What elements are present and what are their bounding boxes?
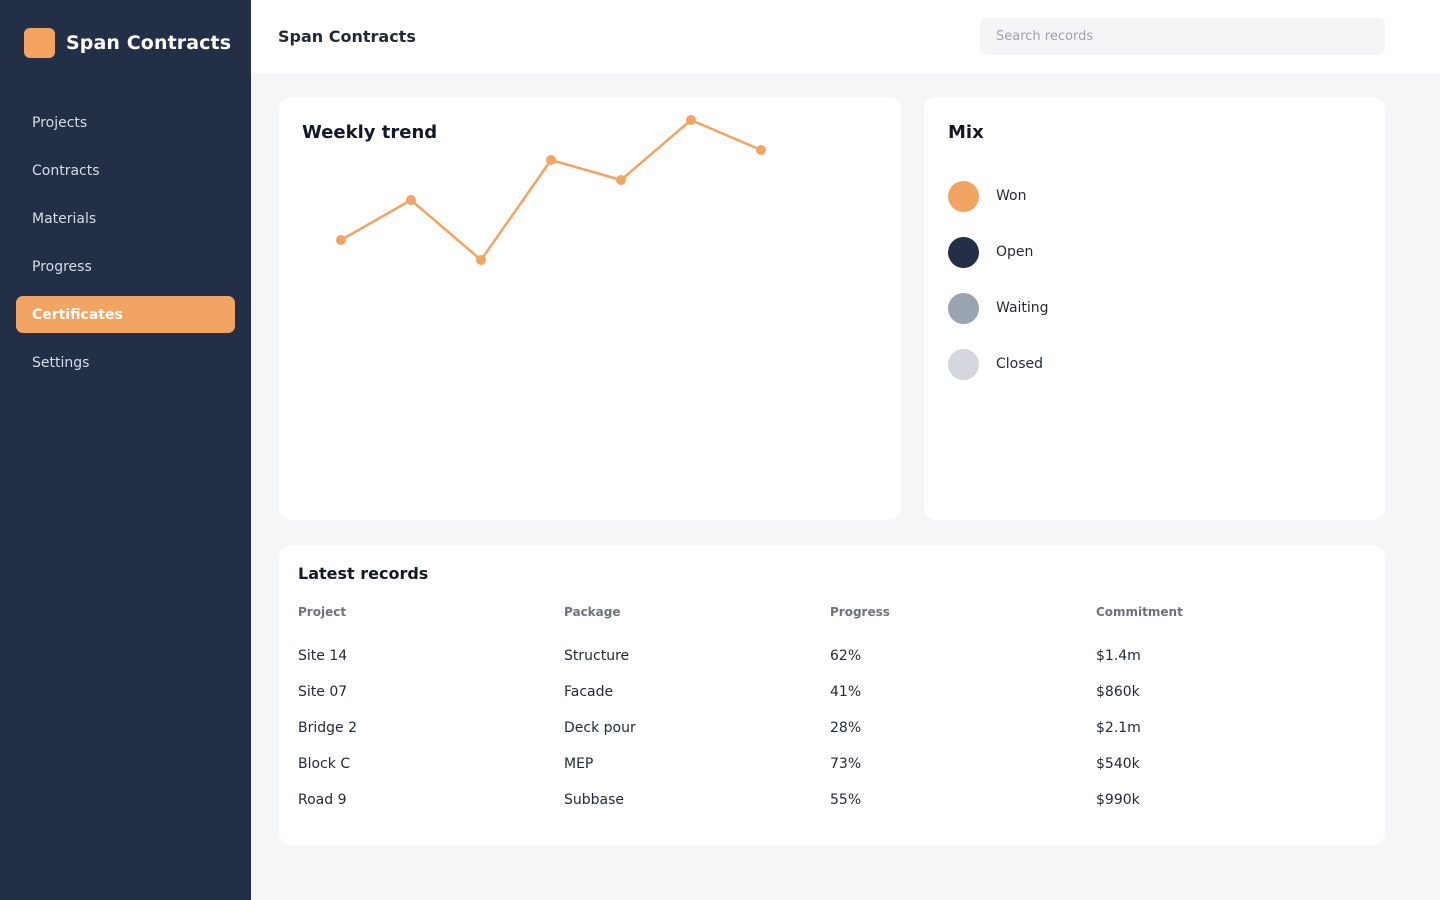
closed-dot-icon bbox=[948, 348, 979, 380]
sidebar-item-settings[interactable]: Settings bbox=[32, 354, 90, 371]
cell-package: MEP bbox=[564, 756, 594, 772]
weekly-trend-chart bbox=[336, 115, 766, 265]
cell-package: Structure bbox=[564, 648, 630, 664]
cell-progress: 28% bbox=[830, 720, 862, 736]
mix-card: Mix Won Open Waiting Closed bbox=[924, 97, 1385, 520]
table-row[interactable]: Site 14 Structure 62% $1.4m bbox=[298, 638, 1362, 674]
cell-progress: 73% bbox=[830, 756, 862, 772]
sidebar-item-certificates[interactable]: Certificates bbox=[16, 296, 235, 333]
cell-project: Block C bbox=[298, 756, 351, 772]
brand-name: Span Contracts bbox=[66, 32, 232, 54]
trend-point bbox=[336, 235, 346, 245]
cell-package: Facade bbox=[564, 684, 614, 700]
waiting-dot-icon bbox=[948, 292, 979, 324]
cell-commitment: $990k bbox=[1096, 792, 1140, 808]
cell-project: Site 07 bbox=[298, 684, 348, 700]
column-header-commitment[interactable]: Commitment bbox=[1096, 605, 1183, 619]
records-table: Project Package Progress Commitment Site… bbox=[298, 605, 1362, 818]
won-dot-icon bbox=[948, 180, 979, 212]
table-header: Project Package Progress Commitment bbox=[298, 605, 1362, 619]
cell-project: Road 9 bbox=[298, 792, 347, 808]
brand[interactable]: Span Contracts bbox=[24, 28, 231, 58]
mix-label-waiting: Waiting bbox=[996, 300, 1049, 316]
sidebar: Span Contracts Projects Contracts Materi… bbox=[0, 0, 251, 900]
table-row[interactable]: Road 9 Subbase 55% $990k bbox=[298, 782, 1362, 818]
mix-item-waiting: Waiting bbox=[948, 292, 1049, 324]
mix-legend: Won Open Waiting Closed bbox=[948, 180, 1049, 404]
weekly-trend-title: Weekly trend bbox=[302, 122, 438, 143]
table-row[interactable]: Block C MEP 73% $540k bbox=[298, 746, 1362, 782]
search-input[interactable] bbox=[980, 18, 1385, 55]
cell-package: Subbase bbox=[564, 792, 625, 808]
cell-progress: 62% bbox=[830, 648, 862, 664]
mix-title: Mix bbox=[948, 122, 984, 143]
sidebar-item-projects[interactable]: Projects bbox=[32, 114, 88, 131]
table-row[interactable]: Bridge 2 Deck pour 28% $2.1m bbox=[298, 710, 1362, 746]
page-title: Span Contracts bbox=[278, 27, 416, 46]
trend-point bbox=[686, 115, 696, 125]
trend-point bbox=[616, 175, 626, 185]
open-dot-icon bbox=[948, 236, 979, 268]
trend-point bbox=[476, 255, 486, 265]
mix-item-open: Open bbox=[948, 236, 1049, 268]
latest-records-title: Latest records bbox=[298, 564, 429, 583]
cell-project: Bridge 2 bbox=[298, 720, 357, 736]
cell-package: Deck pour bbox=[564, 720, 636, 736]
column-header-package[interactable]: Package bbox=[564, 605, 621, 619]
sidebar-item-progress[interactable]: Progress bbox=[32, 258, 92, 275]
mix-label-won: Won bbox=[996, 188, 1027, 204]
cell-progress: 41% bbox=[830, 684, 862, 700]
sidebar-item-contracts[interactable]: Contracts bbox=[32, 162, 100, 179]
topbar: Span Contracts bbox=[251, 0, 1440, 73]
mix-label-closed: Closed bbox=[996, 356, 1044, 372]
cell-commitment: $860k bbox=[1096, 684, 1140, 700]
weekly-trend-card: Weekly trend bbox=[279, 97, 901, 520]
cell-commitment: $1.4m bbox=[1096, 648, 1141, 664]
cell-progress: 55% bbox=[830, 792, 862, 808]
mix-label-open: Open bbox=[996, 244, 1034, 260]
trend-point bbox=[406, 195, 416, 205]
trend-point bbox=[756, 145, 766, 155]
cell-project: Site 14 bbox=[298, 648, 348, 664]
column-header-progress[interactable]: Progress bbox=[830, 605, 890, 619]
sidebar-item-materials[interactable]: Materials bbox=[32, 210, 97, 227]
table-row[interactable]: Site 07 Facade 41% $860k bbox=[298, 674, 1362, 710]
column-header-project[interactable]: Project bbox=[298, 605, 347, 619]
brand-logo-icon bbox=[24, 28, 55, 58]
mix-item-closed: Closed bbox=[948, 348, 1049, 380]
trend-point bbox=[546, 155, 556, 165]
cell-commitment: $540k bbox=[1096, 756, 1140, 772]
sidebar-nav: Projects Contracts Materials Progress Ce… bbox=[16, 104, 235, 392]
cell-commitment: $2.1m bbox=[1096, 720, 1141, 736]
mix-item-won: Won bbox=[948, 180, 1049, 212]
latest-records-card: Latest records Project Package Progress … bbox=[279, 545, 1385, 845]
